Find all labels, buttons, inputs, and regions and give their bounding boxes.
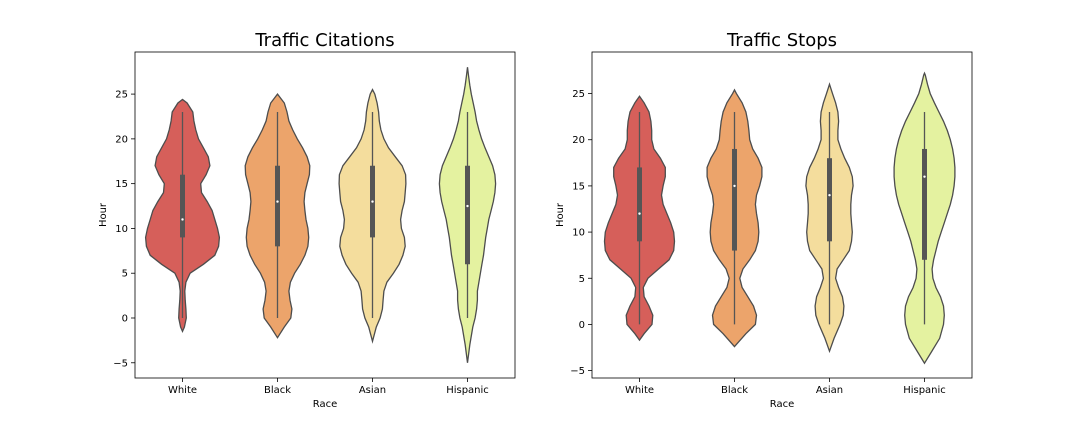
y-tick-label: 5 — [579, 274, 585, 285]
x-axis-label: Race — [313, 399, 338, 410]
y-axis-label: Hour — [98, 202, 109, 227]
median-point-hispanic — [466, 204, 469, 208]
x-tick-label: Asian — [816, 385, 843, 396]
x-tick-label: Asian — [359, 385, 386, 396]
y-tick-label: 20 — [115, 134, 128, 145]
median-point-black — [733, 184, 736, 188]
y-axis-label: Hour — [555, 202, 566, 227]
median-point-white — [181, 218, 184, 221]
iqr-box-white — [180, 174, 185, 238]
x-tick-label: White — [168, 385, 197, 396]
x-tick-label: Hispanic — [446, 385, 489, 396]
chart-title: Traffic Citations — [254, 30, 394, 51]
median-point-asian — [828, 193, 831, 197]
x-tick-label: Black — [721, 385, 748, 396]
y-tick-label: 0 — [579, 320, 585, 331]
iqr-box-hispanic — [465, 165, 470, 265]
y-tick-label: 25 — [115, 90, 128, 101]
iqr-box-black — [732, 148, 737, 251]
iqr-box-white — [637, 167, 642, 242]
chart-traffic-stops: Traffic Stops −5 0 5 10 15 20 25 White Black Asia… — [555, 30, 973, 410]
x-tick-label: Black — [264, 385, 291, 396]
iqr-box-black — [275, 165, 280, 247]
median-point-black — [276, 200, 279, 203]
y-tick-label: 10 — [115, 224, 128, 235]
iqr-box-asian — [827, 158, 832, 242]
x-tick-label: Hispanic — [903, 385, 946, 396]
chart-title: Traffic Stops — [726, 30, 837, 51]
y-tick-label: −5 — [570, 366, 585, 377]
plot-area: −5 0 5 10 15 20 25 White Black Asian Hispanic — [113, 67, 497, 396]
plot-area: −5 0 5 10 15 20 25 White Black Asian Hispanic — [570, 71, 956, 396]
y-tick-label: 20 — [572, 135, 585, 146]
y-tick-label: 25 — [572, 89, 585, 100]
axes-frame — [591, 51, 973, 379]
median-point-hispanic — [923, 175, 926, 178]
y-tick-label: 15 — [572, 181, 585, 192]
x-axis-label: Race — [770, 399, 795, 410]
y-tick-label: 15 — [115, 179, 128, 190]
y-tick-label: 0 — [122, 313, 128, 324]
y-tick-label: −5 — [113, 358, 128, 369]
median-point-white — [638, 212, 641, 215]
y-tick-label: 10 — [572, 228, 585, 239]
iqr-box-hispanic — [922, 148, 927, 260]
y-tick-label: 5 — [122, 269, 128, 280]
axes-frame — [134, 51, 516, 379]
median-point-asian — [371, 200, 374, 203]
chart-traffic-citations: Traffic Citations −5 0 5 10 15 20 25 White Black… — [98, 30, 516, 410]
x-tick-label: White — [625, 385, 654, 396]
